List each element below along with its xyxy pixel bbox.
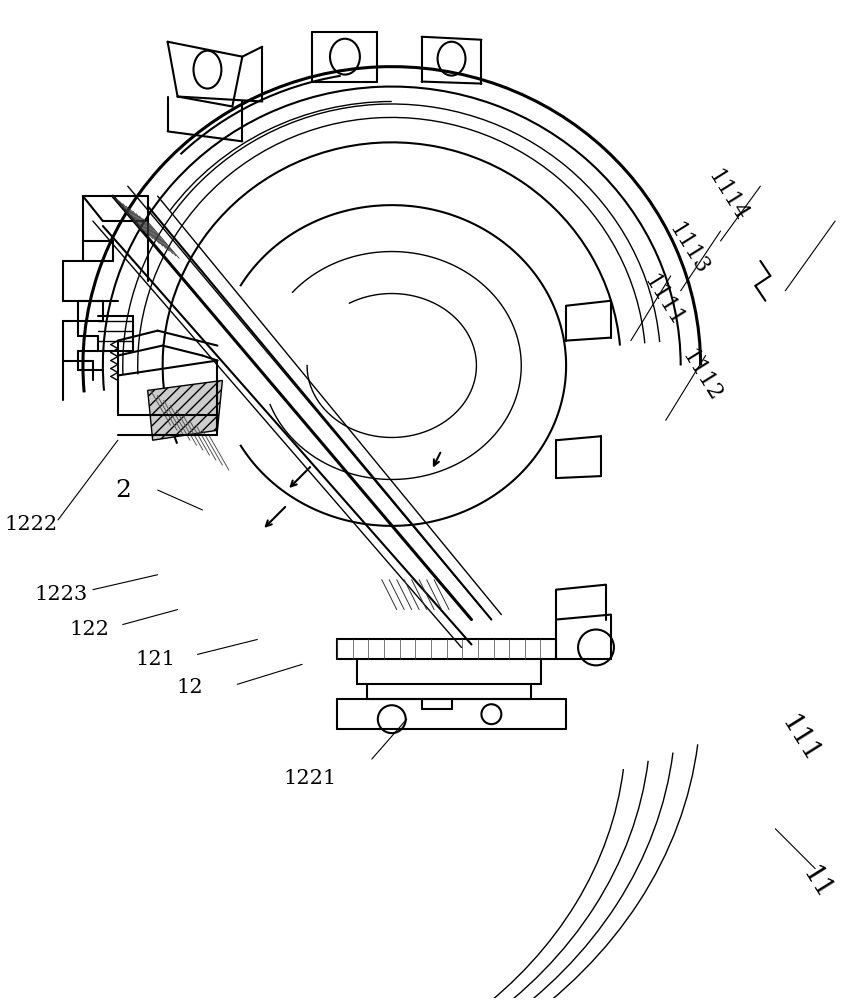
Text: 111: 111 — [776, 711, 824, 767]
Text: 1223: 1223 — [35, 585, 88, 604]
Text: 1222: 1222 — [4, 515, 58, 534]
Text: 1114: 1114 — [703, 166, 752, 226]
Text: 1221: 1221 — [283, 769, 336, 788]
Text: 2: 2 — [115, 479, 131, 502]
Text: 1111: 1111 — [639, 271, 687, 331]
Text: 12: 12 — [176, 678, 203, 697]
Text: 1112: 1112 — [677, 346, 726, 405]
Polygon shape — [148, 380, 223, 440]
Text: 11: 11 — [798, 863, 837, 904]
Text: 121: 121 — [136, 650, 175, 669]
Text: 122: 122 — [69, 620, 109, 639]
Text: 1113: 1113 — [664, 219, 713, 279]
